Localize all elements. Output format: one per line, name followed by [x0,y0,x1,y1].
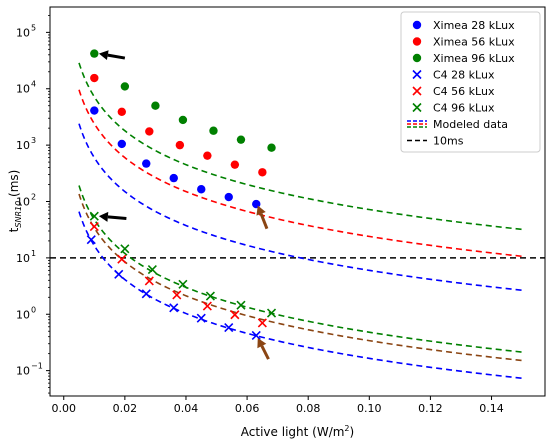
data-point [175,140,185,150]
annotation-arrow [107,53,126,60]
legend-label: Modeled data [433,118,508,131]
legend-label: 10ms [433,135,464,148]
data-point [142,159,151,168]
model-curve [78,193,523,362]
plot-area [50,49,545,380]
legend-label: C4 28 kLux [433,69,495,82]
data-point [90,49,99,58]
data-point [89,211,99,221]
data-point [224,323,234,333]
data-point [178,279,188,289]
x-tick-label: 0.04 [174,402,199,415]
data-point [267,143,276,152]
data-point [117,254,127,264]
data-point [120,244,130,254]
y-tick-exponent: −1 [31,362,43,371]
data-point [90,106,99,115]
legend-marker-x [412,86,422,96]
x-tick-label: 0.10 [357,402,382,415]
data-point [236,300,246,310]
legend-label: Ximea 56 kLux [433,36,515,49]
annotation-arrowhead [256,205,266,216]
data-point [197,185,206,194]
plot-content [50,49,545,380]
y-tick-exponent: 2 [31,193,36,202]
data-point [169,173,178,183]
data-point [117,139,127,149]
data-point [144,276,154,286]
data-point [169,303,179,313]
legend-label: C4 96 kLux [433,102,495,115]
y-tick-label: 10 [16,252,30,265]
y-tick-exponent: 5 [31,23,36,32]
data-point [86,235,96,245]
data-point [120,82,130,91]
x-tick-label: 0.06 [235,402,260,415]
y-tick-label: 10 [16,308,30,321]
y-tick-exponent: 1 [31,249,36,258]
data-point [236,135,246,144]
y-tick-exponent: 0 [31,305,36,314]
data-point [147,265,157,275]
legend-label: Ximea 96 kLux [433,52,515,65]
data-point [230,310,240,320]
legend-marker-x [412,69,422,80]
legend: Ximea 28 kLux Ximea 56 kLux Ximea 96 kLux C… [400,11,541,153]
data-point [89,221,99,232]
data-point [203,151,212,160]
x-tick-label: 0.00 [52,402,77,415]
data-point [196,313,206,323]
data-point [209,126,218,135]
plot-frame [49,6,546,397]
legend-label: Ximea 28 kLux [433,19,515,32]
data-point [141,289,151,299]
y-tick-label: 10 [16,83,30,96]
x-tick-label: 0.02 [113,402,138,415]
data-point [117,107,127,117]
y-tick-label: 10 [16,139,30,152]
legend-marker-x [412,102,422,113]
y-axis-label: tSNR10 (ms) [7,170,23,233]
data-point [202,301,212,311]
data-point [258,168,267,177]
data-point [145,127,154,136]
annotation-arrow [107,215,127,220]
legend-box [400,11,541,153]
x-tick-label: 0.12 [418,402,443,415]
data-point [230,160,240,169]
data-point [257,318,267,328]
model-curve [78,123,523,292]
x-tick-label: 0.08 [296,402,321,415]
annotation-arrow [259,213,269,230]
model-curve [78,89,523,258]
legend-marker-circle [412,53,422,63]
model-curve [78,62,523,231]
data-point [224,192,233,202]
x-tick-label: 0.14 [479,402,504,415]
x-axis-label: Active light (W/m2) [241,424,354,439]
annotation-arrow [260,345,270,360]
annotation-arrowhead [257,337,267,349]
legend-label: C4 56 kLux [433,85,495,98]
data-point [251,330,261,341]
legend-marker-circle [412,37,422,46]
annotation-arrowhead [98,50,109,61]
data-point [172,290,182,300]
data-point [205,291,215,301]
legend-marker-circle [412,20,422,30]
data-point [266,308,277,318]
y-tick-label: 10 [16,196,30,209]
y-tick-exponent: 3 [31,136,36,145]
data-point [90,73,99,83]
y-tick-label: 10 [16,26,30,39]
data-point [114,269,124,279]
y-tick-label: 10 [16,365,30,378]
y-tick-exponent: 4 [31,80,36,89]
data-point [178,115,188,125]
data-point [151,101,160,110]
annotation-arrowhead [98,211,109,222]
